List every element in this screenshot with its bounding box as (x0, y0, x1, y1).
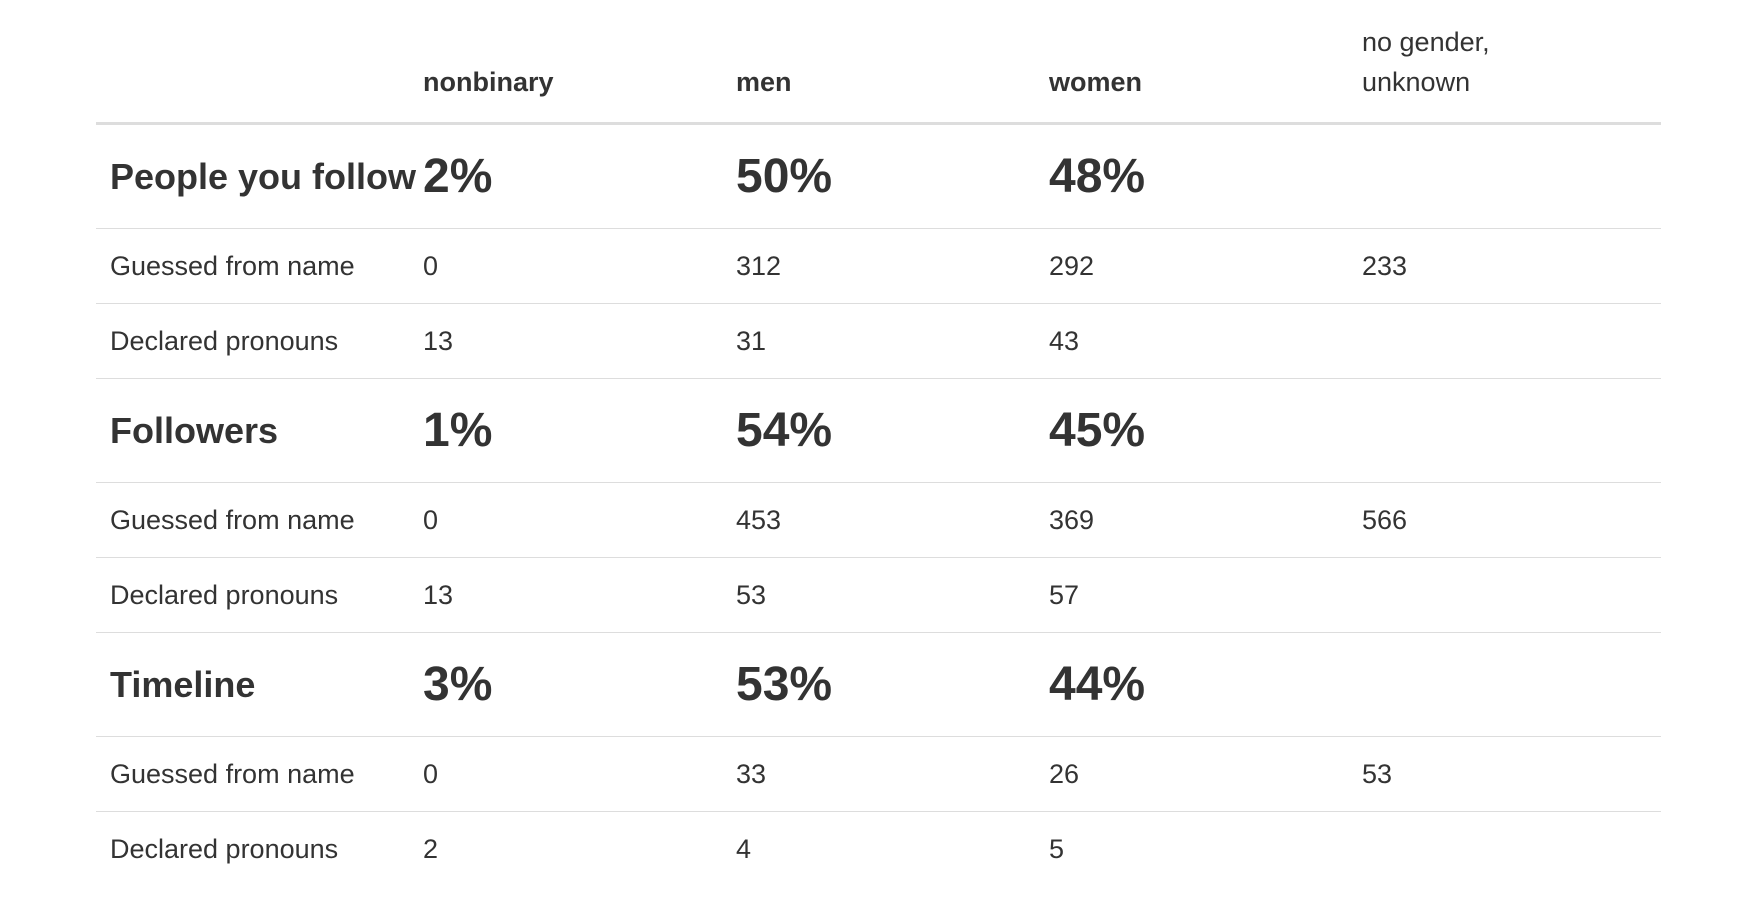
row-label: Guessed from name (110, 250, 355, 281)
row-label: Declared pronouns (110, 325, 339, 356)
section-row: People you follow 2% 50% 48% (96, 125, 1661, 229)
row-label: Guessed from name (110, 504, 355, 535)
count: 33 (736, 758, 767, 789)
percentage: 45% (1049, 404, 1146, 457)
percentage: 1% (423, 404, 493, 457)
count: 233 (1362, 250, 1408, 281)
percentage: 2% (423, 150, 493, 203)
column-header: no gender, unknown (1362, 27, 1490, 97)
percentage: 3% (423, 658, 493, 711)
count: 31 (736, 325, 767, 356)
count: 453 (736, 504, 782, 535)
count: 53 (736, 579, 767, 610)
header-row: nonbinary men women no gender, unknown (96, 0, 1661, 125)
count: 13 (423, 325, 454, 356)
row-label: Declared pronouns (110, 834, 339, 864)
percentage: 48% (1049, 150, 1146, 203)
row-label: Declared pronouns (110, 579, 339, 610)
count: 292 (1049, 250, 1095, 281)
count: 53 (1362, 758, 1393, 789)
row-label: Guessed from name (110, 758, 355, 789)
count: 57 (1049, 579, 1080, 610)
count: 0 (423, 758, 439, 789)
section-label: Followers (110, 409, 279, 451)
detail-row: Guessed from name 0 453 369 566 (96, 483, 1661, 558)
count: 369 (1049, 504, 1095, 535)
count: 5 (1049, 834, 1065, 864)
stats-table: nonbinary men women no gender, unknown Peopl… (96, 0, 1661, 887)
count: 0 (423, 504, 439, 535)
percentage: 54% (736, 404, 833, 457)
detail-row: Guessed from name 0 33 26 53 (96, 737, 1661, 812)
count: 566 (1362, 504, 1408, 535)
count: 13 (423, 579, 454, 610)
count: 2 (423, 834, 439, 864)
section-row: Timeline 3% 53% 44% (96, 633, 1661, 737)
count: 4 (736, 834, 752, 864)
count: 26 (1049, 758, 1080, 789)
percentage: 50% (736, 150, 833, 203)
column-header: men (736, 67, 792, 97)
section-label: People you follow (110, 155, 417, 197)
detail-row: Guessed from name 0 312 292 233 (96, 229, 1661, 304)
section-label: Timeline (110, 663, 256, 705)
section-row: Followers 1% 54% 45% (96, 379, 1661, 483)
detail-row: Declared pronouns 13 31 43 (96, 304, 1661, 379)
count: 0 (423, 250, 439, 281)
percentage: 44% (1049, 658, 1146, 711)
detail-row: Declared pronouns 2 4 5 (96, 812, 1661, 887)
count: 43 (1049, 325, 1080, 356)
detail-row: Declared pronouns 13 53 57 (96, 558, 1661, 633)
percentage: 53% (736, 658, 833, 711)
column-header: women (1049, 67, 1143, 97)
count: 312 (736, 250, 782, 281)
column-header: nonbinary (423, 67, 554, 97)
